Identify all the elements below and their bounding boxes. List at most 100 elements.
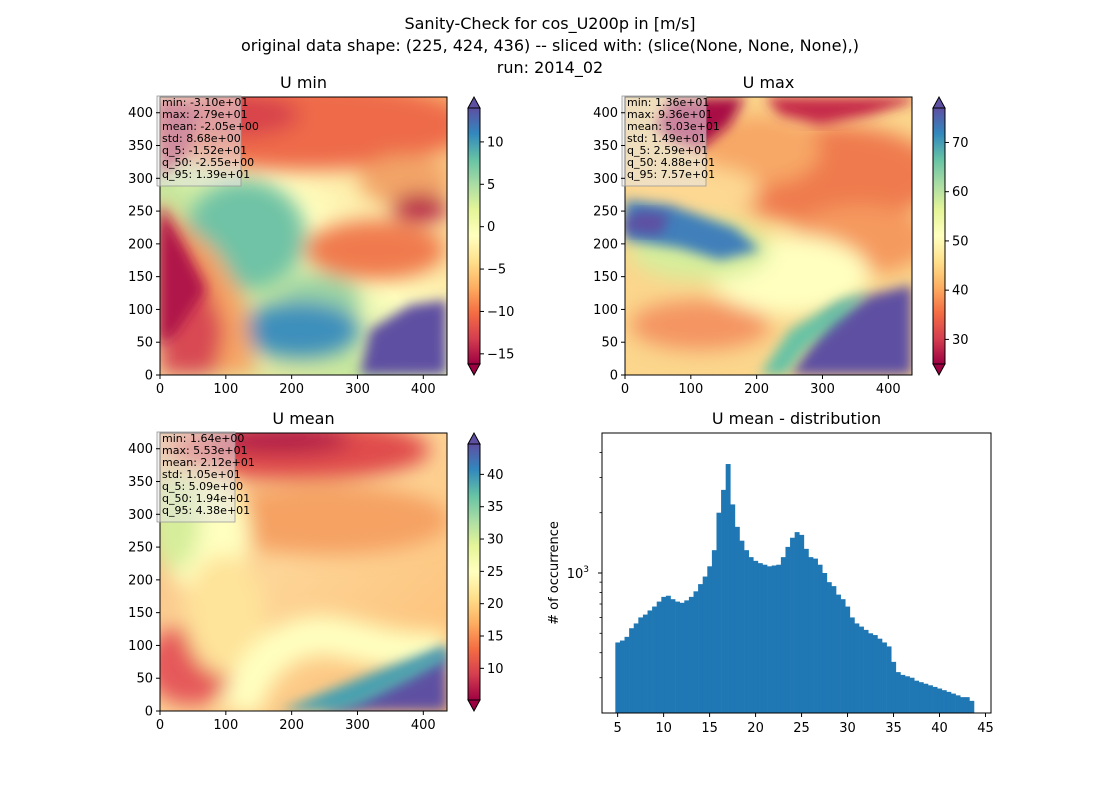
u-mean-x-tick-label: 100 [213, 718, 238, 733]
histogram-bar [918, 682, 924, 713]
u-min-y-axis: 0 50 100 150 200 250 300 350 400 [128, 106, 160, 384]
histogram-bar [826, 582, 832, 713]
u-mean-y-tick-label: 0 [145, 705, 153, 720]
u-min-x-tick-label: 0 [156, 382, 164, 397]
u-max-colorbar-extend-min [932, 363, 946, 377]
u-min-y-tick-label: 400 [128, 106, 153, 121]
histogram-y-tick-label: 103 [567, 565, 589, 582]
u-max-y-tick-label: 200 [593, 237, 618, 252]
u-min-colorbar-extend-min [467, 363, 481, 377]
u-min-axes-frame [159, 96, 448, 376]
histogram-bar [909, 677, 915, 713]
histogram-bar [849, 617, 855, 713]
histogram-bar [886, 646, 892, 713]
u-mean-x-axis: 0 100 200 300 400 [156, 711, 436, 733]
panel-u-mean: U mean min: 1.64e+00 max: 5.53e+01 mean:… [128, 409, 503, 733]
u-mean-colorbar-extend-min [467, 699, 481, 713]
panel-histogram: U mean - distribution 5 10 15 20 25 30 35 40 45 … [547, 409, 994, 736]
histogram-bar [684, 600, 690, 713]
histogram-bar [882, 642, 887, 713]
u-mean-x-tick-label: 400 [411, 718, 436, 733]
u-mean-stat-line: q_50: 1.94e+01 [162, 492, 250, 505]
histogram-bar [702, 576, 708, 713]
u-max-y-axis: 0 50 100 150 200 250 300 350 400 [593, 106, 625, 384]
histogram-bar [960, 697, 966, 713]
u-max-colorbar-tick-label: 40 [952, 284, 969, 299]
u-mean-colorbar-extend-max [467, 431, 481, 445]
histogram-bar [817, 564, 823, 713]
histogram-bar [831, 586, 837, 713]
histogram-bar [923, 683, 929, 713]
u-min-x-tick-label: 300 [345, 382, 370, 397]
u-max-colorbar-gradient [932, 107, 946, 365]
u-min-x-tick-label: 100 [213, 382, 238, 397]
u-max-colorbar-tick-label: 70 [952, 136, 969, 151]
histogram-bar [932, 686, 938, 713]
histogram-bar [730, 504, 736, 713]
u-max-y-tick-label: 50 [601, 336, 618, 351]
u-mean-colorbar: 10 15 20 25 30 35 40 [467, 431, 504, 713]
u-max-stats-box: min: 1.36e+01 max: 9.36e+01 mean: 5.03e+… [621, 95, 720, 187]
panel-u-mean-title: U mean [272, 409, 334, 428]
u-max-colorbar-tick-label: 30 [952, 333, 969, 348]
histogram-bar [721, 489, 726, 713]
u-mean-stat-line: min: 1.64e+00 [162, 432, 244, 445]
u-mean-stats-box: min: 1.64e+00 max: 5.53e+01 mean: 2.12e+… [156, 431, 255, 523]
u-mean-y-tick-label: 400 [128, 442, 153, 457]
u-mean-stat-line: mean: 2.12e+01 [162, 456, 255, 469]
figure-title-line-1: Sanity-Check for cos_U200p in [m/s] [404, 14, 695, 34]
u-mean-stat-line: std: 1.05e+01 [162, 468, 241, 481]
histogram-bar [652, 606, 658, 713]
u-min-x-tick-label: 200 [279, 382, 304, 397]
u-max-y-tick-label: 100 [593, 303, 618, 318]
u-min-stat-line: max: 2.79e+01 [162, 108, 248, 121]
histogram-bar [642, 614, 648, 713]
u-mean-y-tick-label: 250 [128, 541, 153, 556]
histogram-bar [670, 599, 676, 713]
u-max-colorbar-ticks: 30 40 50 60 70 [945, 136, 969, 348]
u-min-stat-line: q_5: -1.52e+01 [162, 144, 247, 157]
histogram-bar [854, 623, 860, 713]
histogram-bar [638, 617, 644, 713]
histogram-bars [615, 464, 975, 713]
histogram-x-axis: 5 10 15 20 25 30 35 40 45 [613, 713, 994, 736]
u-min-x-tick-label: 400 [411, 382, 436, 397]
u-min-colorbar-ticks: −15 −10 −5 0 5 10 [480, 135, 514, 362]
histogram-x-tick-label: 40 [931, 721, 948, 736]
histogram-bar [840, 599, 846, 713]
histogram-bar [675, 601, 681, 713]
histogram-bar [665, 595, 671, 713]
u-mean-y-tick-label: 100 [128, 639, 153, 654]
histogram-bar [707, 566, 713, 713]
u-max-stat-line: q_5: 2.59e+01 [627, 144, 708, 157]
histogram-bar [950, 693, 956, 713]
histogram-bar [748, 557, 754, 713]
u-max-y-tick-label: 350 [593, 139, 618, 154]
histogram-bar [863, 629, 869, 713]
u-max-colorbar-extend-max [932, 95, 946, 109]
figure-title-line-3: run: 2014_02 [497, 58, 603, 78]
histogram-bar [619, 640, 625, 713]
u-mean-colorbar-tick-label: 15 [487, 630, 504, 645]
u-min-colorbar-tick-label: 5 [487, 178, 495, 193]
u-min-y-tick-label: 150 [128, 270, 153, 285]
histogram-bar [872, 635, 878, 713]
u-min-stat-line: mean: -2.05e+00 [162, 120, 259, 133]
u-mean-x-tick-label: 300 [345, 718, 370, 733]
u-min-stat-line: q_95: 1.39e+01 [162, 168, 250, 181]
u-min-y-tick-label: 200 [128, 237, 153, 252]
histogram-y-axis-label: # of occurrence [547, 521, 562, 625]
u-min-stats-box: min: -3.10e+01 max: 2.79e+01 mean: -2.05… [156, 95, 259, 187]
u-mean-x-tick-label: 200 [279, 718, 304, 733]
histogram-bar [900, 674, 906, 713]
histogram-bar [799, 534, 805, 713]
histogram-bar [615, 642, 621, 713]
histogram-bar [808, 557, 814, 713]
histogram-bar [955, 695, 961, 713]
u-min-y-tick-label: 250 [128, 205, 153, 220]
u-max-y-tick-label: 0 [610, 369, 618, 384]
histogram-bar [744, 550, 749, 713]
histogram-bar [785, 546, 791, 713]
u-min-stats-background [156, 95, 242, 187]
u-max-stat-line: q_50: 4.88e+01 [627, 156, 715, 169]
